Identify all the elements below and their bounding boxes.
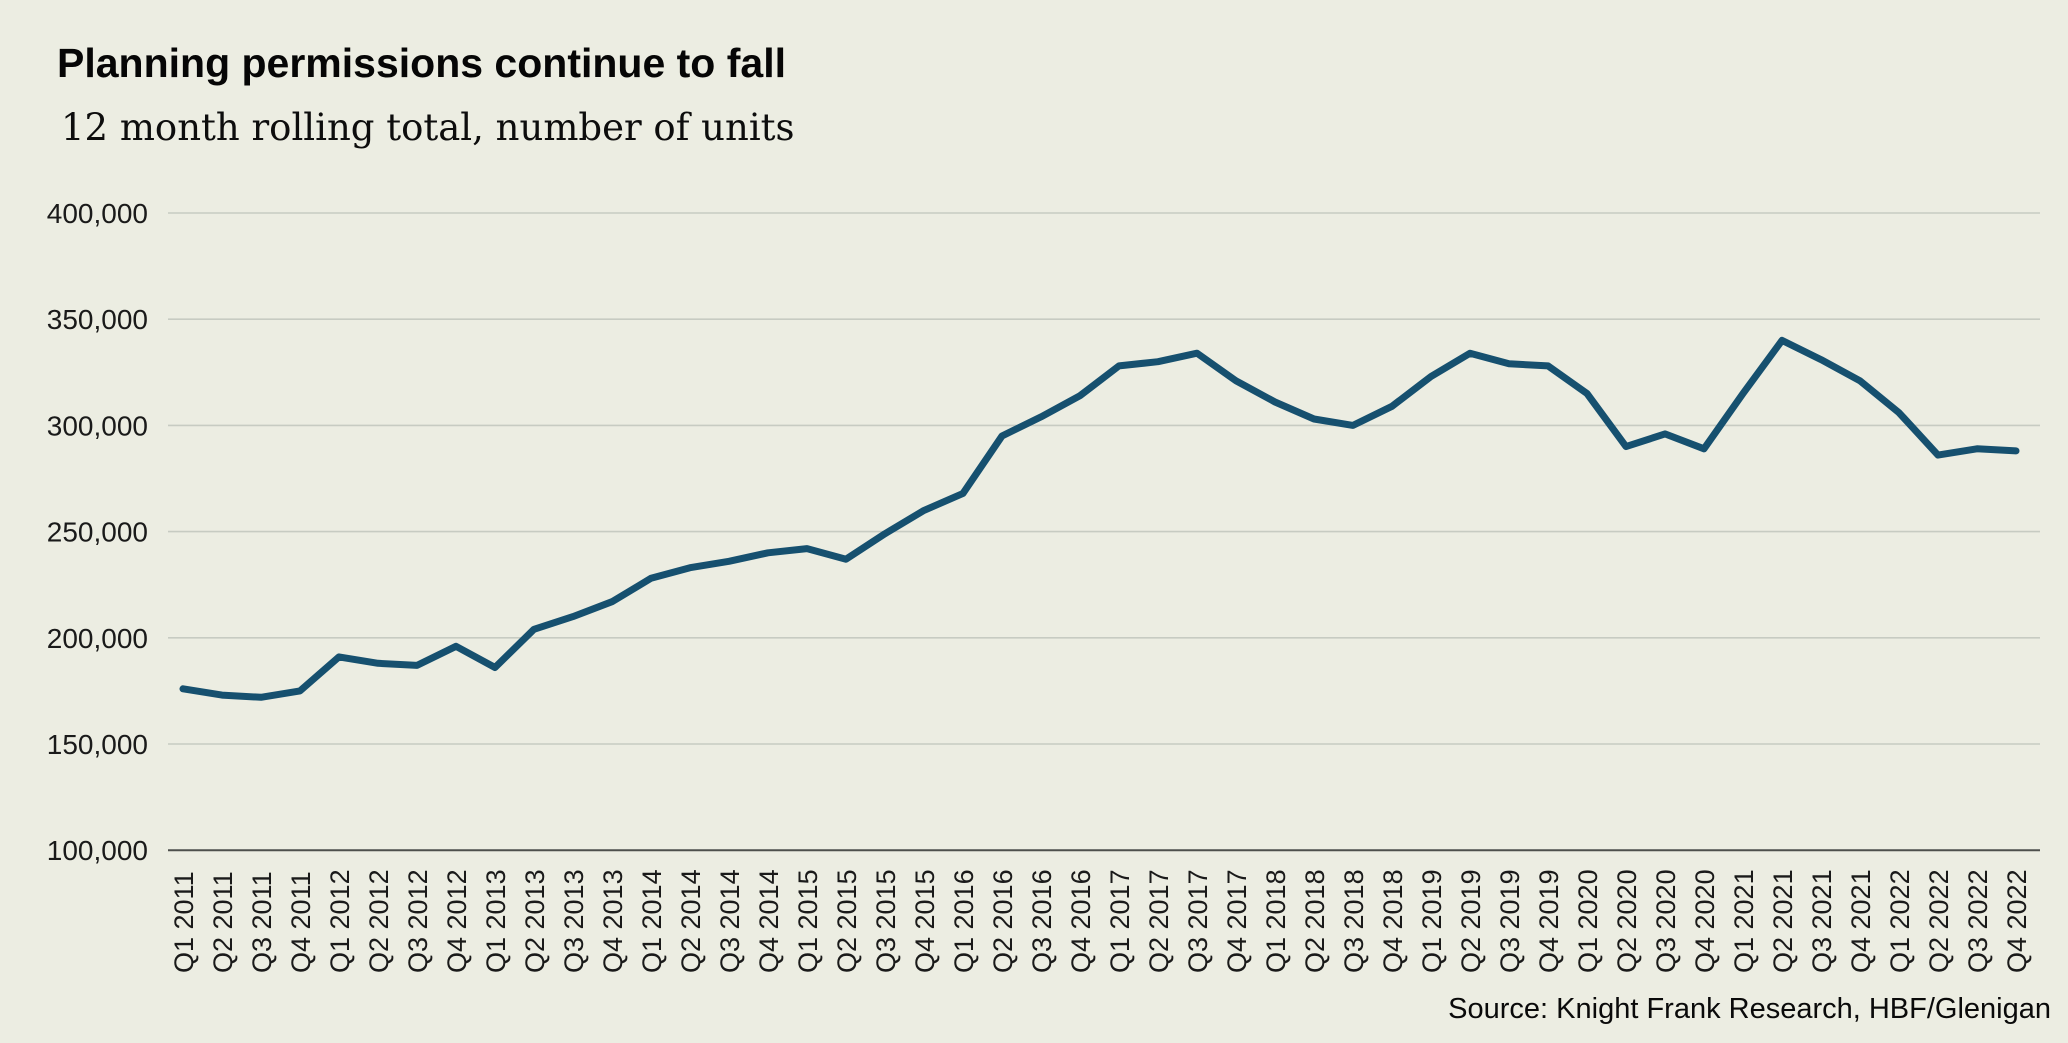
y-tick-label: 200,000 [47,623,148,654]
x-tick-label: Q1 2013 [481,869,511,973]
x-tick-label: Q3 2018 [1339,869,1369,973]
x-tick-label: Q2 2016 [988,869,1018,973]
y-tick-label: 400,000 [47,198,148,229]
x-tick-label: Q3 2013 [559,869,589,973]
y-tick-label: 350,000 [47,304,148,335]
y-tick-label: 150,000 [47,729,148,760]
y-tick-label: 250,000 [47,517,148,548]
x-tick-label: Q2 2022 [1924,869,1954,973]
x-tick-label: Q2 2017 [1144,869,1174,973]
x-tick-label: Q1 2021 [1729,869,1759,973]
x-tick-label: Q2 2013 [520,869,550,973]
x-tick-label: Q3 2012 [403,869,433,973]
x-tick-label: Q1 2015 [793,869,823,973]
x-tick-label: Q2 2021 [1768,869,1798,973]
x-tick-label: Q4 2017 [1222,869,1252,973]
x-tick-label: Q4 2018 [1378,869,1408,973]
x-tick-label: Q1 2019 [1417,869,1447,973]
x-tick-label: Q2 2020 [1612,869,1642,973]
chart-subtitle: 12 month rolling total, number of units [61,106,795,149]
x-tick-label: Q3 2011 [247,871,277,973]
y-tick-label: 100,000 [47,835,148,866]
x-tick-label: Q3 2022 [1963,869,1993,973]
x-tick-label: Q4 2016 [1066,869,1096,973]
x-tick-label: Q4 2021 [1846,869,1876,973]
x-tick-label: Q1 2022 [1885,869,1915,973]
x-tick-label: Q1 2018 [1261,869,1291,973]
x-tick-label: Q3 2019 [1495,869,1525,973]
x-tick-label: Q1 2012 [325,869,355,973]
x-tick-label: Q2 2014 [676,869,706,973]
x-tick-label: Q1 2016 [949,869,979,973]
x-tick-label: Q3 2021 [1807,869,1837,973]
x-tick-label: Q1 2014 [637,869,667,973]
x-tick-label: Q4 2019 [1534,869,1564,973]
x-tick-label: Q4 2012 [442,869,472,973]
x-tick-label: Q2 2018 [1300,869,1330,973]
x-tick-label: Q4 2015 [910,869,940,973]
x-tick-label: Q1 2017 [1105,869,1135,973]
x-tick-label: Q2 2011 [208,871,238,973]
y-tick-label: 300,000 [47,410,148,441]
x-tick-label: Q1 2011 [169,871,199,973]
x-tick-label: Q4 2020 [1690,869,1720,973]
x-tick-label: Q3 2014 [715,869,745,973]
x-tick-label: Q4 2014 [754,869,784,973]
x-tick-label: Q4 2013 [598,869,628,973]
source-note: Source: Knight Frank Research, HBF/Gleni… [1448,993,2051,1025]
x-tick-label: Q2 2019 [1456,869,1486,973]
x-tick-label: Q1 2020 [1573,869,1603,973]
x-tick-label: Q3 2020 [1651,869,1681,973]
x-tick-label: Q4 2011 [286,871,316,973]
data-series-line [179,336,2020,701]
x-tick-label: Q2 2015 [832,869,862,973]
x-tick-label: Q3 2017 [1183,869,1213,973]
x-tick-label: Q3 2016 [1027,869,1057,973]
chart-title: Planning permissions continue to fall [57,40,786,86]
x-tick-label: Q4 2022 [2002,869,2032,973]
x-tick-label: Q2 2012 [364,869,394,973]
x-tick-label: Q3 2015 [871,869,901,973]
